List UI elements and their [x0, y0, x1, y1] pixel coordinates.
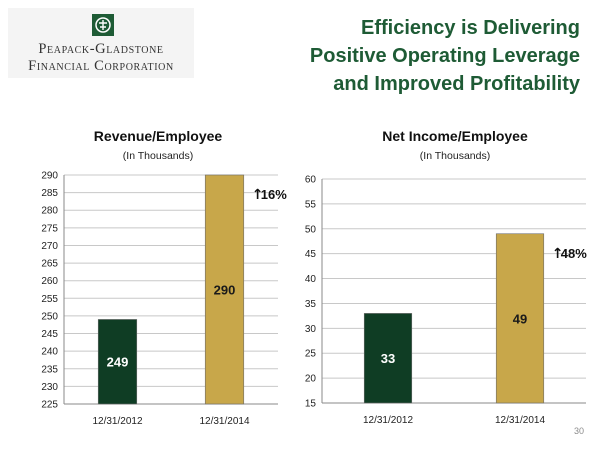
chart2-title: Net Income/Employee	[382, 128, 528, 144]
chart1-y-tick-label: 250	[41, 311, 58, 322]
chart2-y-tick-label: 55	[305, 199, 317, 210]
chart2-y-tick-label: 50	[305, 224, 317, 235]
chart2-y-tick-label: 20	[305, 374, 317, 385]
chart1-y-tick-label: 260	[41, 276, 58, 287]
chart2-x-tick-label: 12/31/2014	[495, 415, 545, 426]
chart1-title: Revenue/Employee	[93, 128, 223, 144]
logo-line-2: Financial Corporation	[28, 58, 174, 74]
chart1-y-tick-label: 275	[41, 223, 58, 234]
chart1-y-tick-label: 285	[41, 188, 58, 199]
company-logo: Peapack-Gladstone Financial Corporation	[8, 8, 194, 78]
title-line-3: and Improved Profitability	[333, 73, 580, 95]
chart1-data-label-2: 290	[214, 283, 236, 298]
chart2-y-tick-label: 15	[305, 399, 317, 410]
chart2-y-tick-label: 35	[305, 299, 317, 310]
chart2-y-tick-label: 45	[305, 249, 317, 260]
chart1-growth-label: 16%	[261, 187, 287, 202]
emblem-icon	[92, 14, 114, 36]
chart1-x-tick-label: 12/31/2012	[92, 416, 142, 427]
chart1-y-tick-label: 230	[41, 382, 58, 393]
chart2-y-tick-label: 40	[305, 274, 317, 285]
chart1-y-tick-label: 265	[41, 259, 58, 270]
chart1-y-tick-label: 270	[41, 241, 58, 252]
chart2-y-tick-label: 30	[305, 324, 317, 335]
chart2-bar-1	[363, 313, 413, 404]
chart2-bar-2	[495, 233, 545, 404]
chart1-y-tick-label: 290	[41, 171, 58, 182]
chart2-subtitle: (In Thousands)	[419, 150, 491, 162]
logo-line-1: Peapack-Gladstone	[38, 41, 164, 57]
chart1-y-tick-label: 240	[41, 347, 58, 358]
title-line-1: Efficiency is Delivering	[361, 17, 580, 39]
chart2-y-tick-label: 60	[305, 175, 317, 186]
chart1-y-tick-label: 225	[41, 400, 58, 411]
chart1-y-tick-label: 245	[41, 329, 58, 340]
chart2-growth-arrow-icon: ↑	[552, 246, 564, 262]
chart1-subtitle: (In Thousands)	[122, 150, 194, 162]
chart1-y-tick-label: 255	[41, 294, 58, 305]
chart2-y-tick-label: 25	[305, 349, 317, 360]
title-line-2: Positive Operating Leverage	[309, 45, 580, 67]
chart1-x-tick-label: 12/31/2014	[199, 416, 249, 427]
chart1-bar-2	[204, 174, 245, 405]
chart2-data-label-1: 33	[381, 351, 395, 366]
chart1-y-tick-label: 235	[41, 364, 58, 375]
chart2-growth-label: 48%	[561, 246, 587, 261]
chart1-y-tick-label: 280	[41, 206, 58, 217]
slide-title: Efficiency is Delivering Positive Operat…	[220, 14, 580, 98]
page-number: 30	[573, 426, 584, 436]
chart1-data-label-1: 249	[107, 355, 129, 370]
chart2-data-label-2: 49	[513, 311, 527, 326]
chart1-growth-arrow-icon: ↑	[252, 187, 264, 203]
chart1-bar-1	[97, 319, 138, 405]
chart2-x-tick-label: 12/31/2012	[363, 415, 413, 426]
